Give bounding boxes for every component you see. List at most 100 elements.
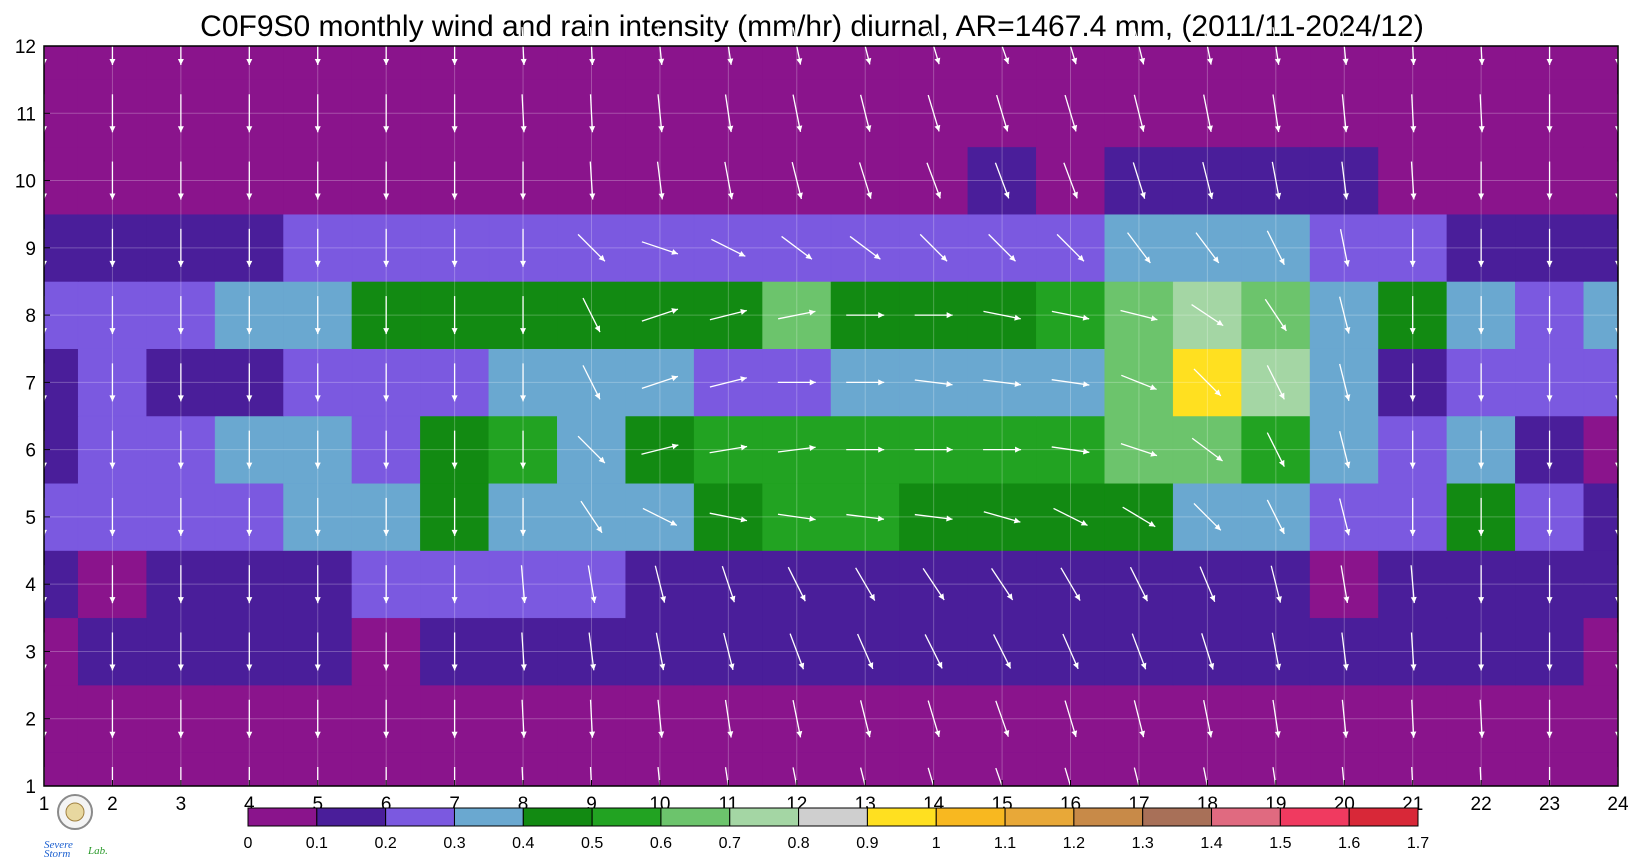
wind-arrow-shaft (1339, 498, 1350, 536)
wind-arrow-head (1003, 730, 1010, 737)
wind-arrow-shaft (657, 94, 663, 133)
wind-arrow-head (314, 799, 321, 805)
wind-arrow-shaft (641, 241, 679, 255)
wind-arrow-head (109, 328, 116, 335)
wind-arrow-head (1002, 124, 1009, 132)
wind-arrow-head (1478, 462, 1485, 469)
wind-arrow-head (1206, 58, 1213, 65)
wind-arrow-head (799, 594, 806, 602)
wind-arrow-head (796, 125, 803, 132)
y-tick-label: 11 (16, 104, 36, 125)
wind-arrow-shaft (859, 700, 871, 738)
wind-arrow (520, 363, 527, 402)
wind-arrow-shaft (1410, 161, 1415, 200)
heat-cell (1309, 213, 1379, 282)
wind-arrow-shaft (1339, 229, 1349, 267)
wind-arrow (109, 296, 116, 335)
wind-arrow-shaft (641, 375, 679, 389)
wind-arrow (641, 241, 679, 255)
wind-arrow-head (1275, 663, 1282, 671)
wind-arrow (589, 161, 596, 200)
wind-arrow-head (520, 260, 527, 267)
wind-arrow-head (1546, 664, 1553, 671)
wind-arrow (857, 633, 874, 670)
wind-arrow-head (1478, 597, 1485, 604)
wind-arrow-head (246, 126, 253, 133)
wind-arrow (1272, 94, 1281, 133)
wind-arrow-head (1546, 328, 1553, 335)
wind-arrow (846, 446, 885, 453)
wind-arrow-head (936, 661, 943, 669)
wind-arrow-head (1546, 731, 1553, 738)
wind-arrow-shaft (1264, 298, 1287, 332)
colorbar-label: 1.1 (994, 835, 1016, 852)
wind-arrow-head (1546, 529, 1553, 536)
wind-arrow (1051, 310, 1090, 321)
plot-frame (43, 45, 1619, 787)
wind-arrow-head (246, 260, 253, 267)
wind-arrow-head (1150, 450, 1157, 457)
wind-arrow-head (1342, 798, 1349, 805)
wind-arrow-head (1280, 324, 1287, 331)
wind-arrow-shaft (580, 500, 603, 534)
wind-arrow-head (865, 125, 872, 132)
wind-arrow (520, 632, 527, 671)
wind-arrow (177, 94, 184, 133)
wind-arrow (383, 699, 390, 738)
wind-arrow (1270, 565, 1282, 603)
wind-arrow-head (658, 731, 665, 738)
wind-arrow-shaft (589, 699, 594, 738)
wind-arrow-head (246, 597, 253, 604)
wind-arrow-head (738, 250, 746, 257)
colorbar-swatch (1279, 807, 1350, 827)
wind-arrow-shaft (1053, 507, 1088, 526)
wind-arrow-shaft (1127, 232, 1151, 264)
wind-arrow (587, 565, 597, 604)
wind-arrow-head (520, 664, 527, 671)
wind-arrow (1199, 566, 1216, 602)
wind-arrow-shaft (1266, 432, 1285, 467)
wind-arrow (246, 699, 253, 738)
wind-arrow-shaft (1201, 633, 1214, 670)
wind-arrow-head (1209, 595, 1216, 602)
y-tick-label: 7 (25, 373, 36, 394)
colorbar-swatch (660, 807, 731, 827)
wind-arrow-head (798, 662, 805, 670)
wind-arrow (846, 379, 885, 386)
wind-arrow-head (1139, 797, 1146, 805)
wind-arrow (314, 161, 321, 200)
wind-arrow (451, 430, 458, 469)
wind-arrow-head (246, 799, 253, 805)
wind-arrow-head (598, 456, 605, 464)
wind-arrow (993, 634, 1012, 669)
wind-arrow-head (1074, 593, 1081, 601)
wind-arrow-head (1082, 448, 1090, 455)
heat-cell (625, 348, 695, 417)
y-tick-label: 5 (25, 508, 36, 529)
wind-arrow-head (866, 192, 872, 199)
wind-arrow (1410, 699, 1417, 738)
wind-arrow (177, 699, 184, 738)
y-tick-label: 12 (15, 37, 36, 58)
wind-arrow-head (1139, 730, 1146, 738)
wind-arrow-head (451, 193, 458, 200)
heat-cell (899, 45, 969, 80)
wind-arrow (1546, 296, 1553, 335)
wind-arrow-shaft (709, 512, 748, 522)
wind-arrow-head (451, 462, 458, 469)
wind-arrow-head (878, 379, 885, 386)
wind-arrow-head (314, 462, 321, 469)
wind-arrow-head (1207, 192, 1214, 199)
wind-arrow-head (590, 663, 597, 671)
wind-arrow-head (451, 395, 458, 402)
wind-arrow-head (740, 309, 747, 315)
wind-arrow-shaft (994, 162, 1010, 199)
x-tick-label: 2 (107, 794, 118, 815)
wind-arrow-head (796, 58, 803, 65)
wind-arrow (1203, 699, 1213, 738)
wind-arrow-head (520, 462, 527, 469)
wind-arrow (314, 228, 321, 267)
wind-arrow-head (1278, 527, 1285, 534)
wind-arrow (109, 94, 116, 133)
